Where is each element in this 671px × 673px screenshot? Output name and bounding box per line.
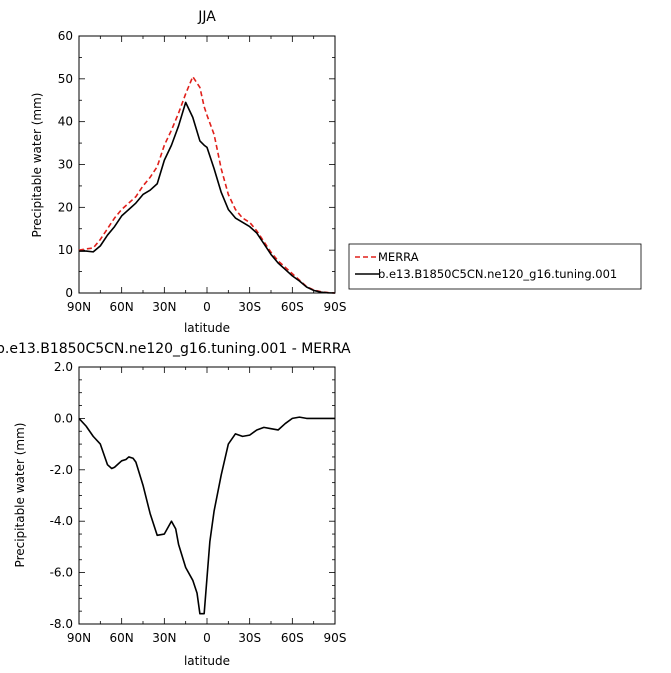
bottom-y-tick-label: 0.0: [54, 411, 73, 425]
top-y-tick-label: 20: [58, 200, 73, 214]
top-x-tick-label: 60N: [110, 300, 134, 314]
top-y-tick-label: 40: [58, 115, 73, 129]
top-axis-ticks: 90N 60N 30N 0 30S 60S 90S 0 10 20 30 40 50 60: [58, 29, 347, 314]
bottom-y-tick-label: 2.0: [54, 360, 73, 374]
legend-label-merra: MERRA: [378, 250, 419, 264]
top-y-tick-label: 10: [58, 243, 73, 257]
top-x-tick-label: 60S: [281, 300, 304, 314]
bottom-y-tick-label: -2.0: [50, 463, 73, 477]
bottom-y-tick-label: -6.0: [50, 566, 73, 580]
bottom-y-axis-label: Precipitable water (mm): [13, 423, 27, 568]
bottom-series-line-0: [78, 416, 335, 615]
top-x-axis-label: latitude: [184, 321, 230, 335]
top-series-line-1: [79, 101, 336, 294]
legend: MERRA b.e13.B1850C5CN.ne120_g16.tuning.0…: [348, 243, 642, 290]
bottom-x-tick-label: 90S: [324, 631, 347, 645]
bottom-x-tick-label: 90N: [67, 631, 91, 645]
top-series-lines: [78, 75, 336, 294]
bottom-y-tick-label: -4.0: [50, 514, 73, 528]
bottom-x-axis-label: latitude: [184, 654, 230, 668]
top-y-tick-label: 50: [58, 72, 73, 86]
top-x-tick-label: 30N: [152, 300, 176, 314]
top-y-axis-label: Precipitable water (mm): [30, 93, 44, 238]
bottom-x-tick-label: 30S: [238, 631, 261, 645]
bottom-x-tick-label: 60S: [281, 631, 304, 645]
top-series-line-0: [78, 75, 336, 294]
top-y-tick-label: 60: [58, 29, 73, 43]
bottom-chart-title: b.e13.B1850C5CN.ne120_g16.tuning.001 - M…: [0, 341, 351, 357]
top-chart-panel: JJA 90N 60N 30N 0 30S 60S 90S 0 10 20 30 40 50 60 lat…: [30, 9, 346, 335]
bottom-x-tick-label: 30N: [152, 631, 176, 645]
bottom-series-lines: [78, 416, 335, 615]
top-y-tick-label: 30: [58, 158, 73, 172]
top-x-tick-label: 30S: [238, 300, 261, 314]
top-plot-frame: [78, 35, 336, 294]
bottom-x-tick-label: 0: [203, 631, 211, 645]
bottom-y-tick-label: -8.0: [50, 617, 73, 631]
bottom-axis-ticks: 90N 60N 30N 0 30S 60S 90S 2.0 0.0 -2.0 -4.0 -6.0 -8.…: [50, 360, 347, 645]
top-chart-title: JJA: [197, 9, 216, 25]
top-x-tick-label: 0: [203, 300, 211, 314]
bottom-x-tick-label: 60N: [110, 631, 134, 645]
top-x-tick-label: 90N: [67, 300, 91, 314]
bottom-chart-panel: b.e13.B1850C5CN.ne120_g16.tuning.001 - M…: [0, 341, 351, 668]
top-y-tick-label: 0: [65, 286, 73, 300]
legend-box: [348, 243, 642, 290]
top-x-tick-label: 90S: [324, 300, 347, 314]
legend-label-model: b.e13.B1850C5CN.ne120_g16.tuning.001: [378, 267, 617, 281]
